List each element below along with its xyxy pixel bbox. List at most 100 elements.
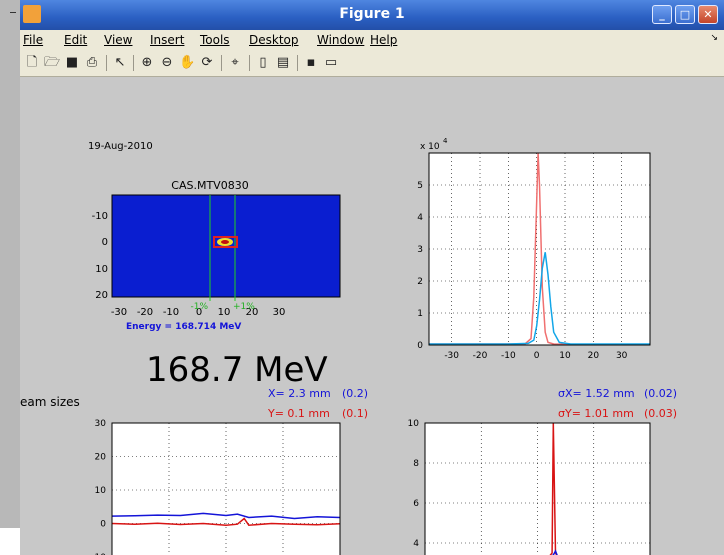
zoom-out-icon[interactable]: ⊖ (161, 55, 173, 70)
beam-sizes-label: eam sizes (20, 395, 80, 409)
y-mean-error: (0.1) (342, 407, 368, 420)
y-sigma-error: (0.03) (644, 407, 677, 420)
menu-dock-arrow[interactable]: ↘ (710, 33, 718, 43)
y-tick-label: 4 (417, 213, 423, 223)
zoom-in-icon[interactable]: ⊕ (141, 55, 153, 70)
y-tick-label: 3 (417, 245, 423, 255)
menu-help[interactable]: Help (370, 33, 398, 47)
image-ytick: -10 (92, 211, 108, 222)
x-tick-label: 10 (559, 351, 571, 361)
legend-icon[interactable]: ▤ (276, 55, 290, 70)
cut-label-plus: +1% (233, 302, 255, 312)
menu-view[interactable]: View (104, 33, 133, 47)
beam-size-chart: 4 6 8 10 (408, 419, 651, 555)
maximize-button[interactable]: □ (675, 5, 695, 24)
toolbar-separator (297, 55, 298, 71)
print-icon[interactable]: ⎙ (86, 55, 98, 70)
figure-window: Figure 1 _ □ ✕ File Edit View Insert Too… (20, 0, 724, 555)
y-tick-label: 2 (417, 277, 423, 287)
y-mean-label: Y= 0.1 mm (267, 407, 330, 420)
image-ytick: 0 (102, 237, 108, 248)
x-tick-label: 20 (588, 351, 600, 361)
matlab-icon[interactable] (23, 5, 41, 23)
y-tick-label: 10 (408, 419, 420, 429)
y-tick-label: 30 (95, 419, 107, 429)
image-ytick: 10 (95, 264, 108, 275)
plot-frame (424, 422, 651, 555)
x-mean-label: X= 2.3 mm (268, 387, 331, 400)
image-ytick: 20 (95, 290, 108, 301)
beam-position-chart: -10 0 10 20 30 (91, 419, 341, 555)
image-plot-frame (111, 194, 341, 298)
image-xtick: 10 (218, 307, 231, 318)
date-label: 19-Aug-2010 (88, 141, 153, 152)
y-sigma-label: σY= 1.01 mm (558, 407, 634, 420)
x-sigma-error: (0.02) (644, 387, 677, 400)
x-sigma-label: σX= 1.52 mm (558, 387, 635, 400)
image-plot-title: CAS.MTV0830 (171, 179, 248, 192)
menu-edit[interactable]: Edit (64, 33, 88, 47)
new-file-icon[interactable]: 🗋 (26, 55, 38, 70)
menu-insert[interactable]: Insert (150, 33, 185, 47)
y-tick-label: 0 (417, 341, 423, 351)
beam-image-plot: -10 0 10 20 -30 -20 -10 0 10 20 30 -1% +… (92, 194, 341, 332)
y-tick-label: 5 (417, 181, 423, 191)
plot-frame (111, 422, 341, 555)
data-cursor-icon[interactable]: ⌖ (231, 55, 239, 70)
image-xtick: -20 (137, 307, 153, 318)
show-plot-tools-icon[interactable]: ▭ (324, 55, 338, 70)
plot-frame (428, 152, 651, 346)
beam-spot-core (221, 240, 229, 244)
minimize-button[interactable]: _ (652, 5, 672, 24)
window-title: Figure 1 (339, 6, 405, 22)
y-tick-label: 4 (413, 539, 419, 549)
background-window-strip (0, 0, 20, 528)
series-line-blue (429, 252, 650, 345)
title-bar[interactable]: Figure 1 _ □ ✕ (20, 0, 724, 30)
big-energy-readout: 168.7 MeV (146, 350, 328, 390)
plot-area (112, 423, 340, 555)
image-xtick: -30 (111, 307, 127, 318)
x-tick-label: -10 (501, 351, 516, 361)
save-icon[interactable]: ■ (65, 55, 79, 70)
rotate-3d-icon[interactable]: ⟳ (201, 55, 213, 70)
image-xtick: 30 (273, 307, 286, 318)
pointer-icon[interactable]: ↖ (114, 55, 126, 70)
toolbar-separator (106, 55, 107, 71)
colorbar-icon[interactable]: ▯ (259, 55, 267, 70)
energy-label: Energy = 168.714 MeV (126, 322, 241, 332)
close-button[interactable]: ✕ (698, 5, 718, 24)
x-tick-label: -30 (444, 351, 459, 361)
x-tick-label: 30 (616, 351, 628, 361)
pan-hand-icon[interactable]: ✋ (179, 55, 196, 70)
figure-canvas: 19-Aug-2010 CAS.MTV0830 -10 0 10 20 -30 … (20, 77, 724, 555)
image-xtick: -10 (163, 307, 179, 318)
y-tick-label: 8 (413, 459, 419, 469)
image-xtick: 20 (246, 307, 259, 318)
x-tick-label: -20 (473, 351, 488, 361)
plot-area (425, 423, 650, 555)
figure-svg: 19-Aug-2010 CAS.MTV0830 -10 0 10 20 -30 … (20, 137, 677, 555)
hide-plot-tools-icon[interactable]: ▪ (306, 55, 316, 70)
menu-window[interactable]: Window (317, 33, 365, 47)
y-tick-label: -10 (91, 553, 106, 555)
series-line-red (111, 517, 341, 526)
image-xtick: 0 (196, 307, 202, 318)
toolbar-separator (249, 55, 250, 71)
menu-tools[interactable]: Tools (200, 33, 230, 47)
toolbar-separator (221, 55, 222, 71)
toolbar: 🗋 🗁 ■ ⎙ ↖ ⊕ ⊖ ✋ ⟳ ⌖ ▯ ▤ ▪ ▭ (20, 50, 724, 77)
y-exponent-power: 4 (443, 137, 448, 145)
series-line-blue (551, 549, 558, 555)
x-tick-label: 0 (534, 351, 540, 361)
y-tick-label: 1 (417, 309, 423, 319)
menu-bar: File Edit View Insert Tools Desktop Wind… (20, 30, 724, 50)
open-folder-icon[interactable]: 🗁 (44, 55, 61, 70)
y-tick-label: 10 (95, 486, 107, 496)
toolbar-separator (133, 55, 134, 71)
beam-roi-box (213, 236, 238, 248)
menu-file[interactable]: File (23, 33, 44, 47)
menu-desktop[interactable]: Desktop (249, 33, 299, 47)
strip-mark (10, 12, 16, 13)
